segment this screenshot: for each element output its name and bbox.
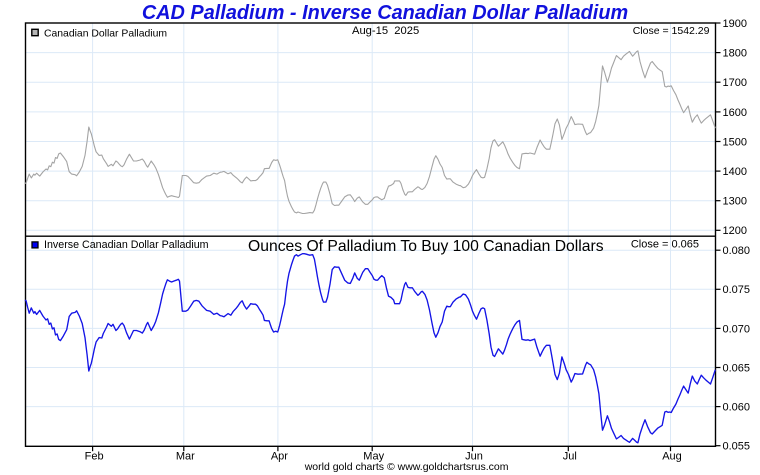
svg-text:Feb: Feb xyxy=(85,451,104,463)
svg-text:1800: 1800 xyxy=(723,48,747,60)
svg-text:1500: 1500 xyxy=(723,136,747,148)
svg-text:Canadian Dollar Palladium: Canadian Dollar Palladium xyxy=(44,28,167,39)
svg-text:Jun: Jun xyxy=(465,451,483,463)
svg-text:1200: 1200 xyxy=(723,225,747,237)
svg-text:1600: 1600 xyxy=(723,107,747,119)
svg-text:0.060: 0.060 xyxy=(723,402,751,414)
svg-text:world gold charts © www.goldch: world gold charts © www.goldchartsrus.co… xyxy=(304,461,509,473)
svg-text:0.065: 0.065 xyxy=(723,362,751,374)
svg-text:Apr: Apr xyxy=(271,451,288,463)
svg-text:Aug: Aug xyxy=(662,451,682,463)
svg-text:Close = 0.065: Close = 0.065 xyxy=(631,239,699,251)
svg-text:0.070: 0.070 xyxy=(723,323,751,335)
svg-text:1900: 1900 xyxy=(723,18,747,30)
svg-text:Inverse Canadian Dollar Pallad: Inverse Canadian Dollar Palladium xyxy=(44,239,209,251)
svg-text:Jul: Jul xyxy=(563,451,577,463)
svg-text:CAD Palladium - Inverse Canadi: CAD Palladium - Inverse Canadian Dollar … xyxy=(142,2,628,24)
svg-text:1700: 1700 xyxy=(723,77,747,89)
svg-text:0.075: 0.075 xyxy=(723,284,751,296)
svg-text:Ounces Of Palladium To Buy 100: Ounces Of Palladium To Buy 100 Canadian … xyxy=(248,238,604,255)
svg-text:Mar: Mar xyxy=(176,451,195,463)
svg-text:1400: 1400 xyxy=(723,166,747,178)
svg-text:Close = 1542.29: Close = 1542.29 xyxy=(633,25,710,37)
svg-text:0.055: 0.055 xyxy=(723,441,751,453)
svg-text:May: May xyxy=(363,451,384,463)
svg-text:0.080: 0.080 xyxy=(723,245,751,257)
svg-text:Aug-15 2025: Aug-15 2025 xyxy=(352,25,419,37)
svg-text:1300: 1300 xyxy=(723,196,747,208)
